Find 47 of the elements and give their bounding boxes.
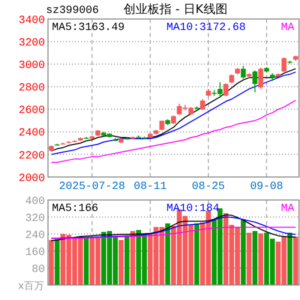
bar [118, 240, 124, 285]
y-tick-label: 2400 [18, 128, 45, 140]
x-tick-label: 08-11 [134, 181, 168, 193]
bar [165, 223, 170, 285]
candlestick [223, 82, 228, 97]
candlestick [258, 67, 264, 90]
y-tick-label: 2600 [18, 105, 45, 118]
y-axis-title: x百万 [18, 281, 44, 292]
candlestick [252, 70, 258, 93]
y-tick-label: 2800 [18, 82, 45, 95]
candlestick [229, 74, 234, 84]
x-tick-label: 09-08 [250, 181, 284, 193]
text: MA5:3163.49 [52, 22, 125, 34]
y-tick-label: 400 [25, 196, 45, 208]
bar [258, 233, 264, 285]
candlestick [200, 98, 206, 110]
chart-subtitle: sz399006 [46, 5, 99, 17]
y-tick-label: 2200 [18, 150, 45, 162]
bar [48, 240, 54, 285]
y-tick-label: 80 [32, 264, 45, 276]
y-tick-label: 2000 [18, 172, 45, 185]
bar [293, 236, 298, 285]
line-series [50, 100, 296, 163]
y-tick-label: 160 [25, 246, 45, 259]
bar [124, 236, 130, 285]
text: MA [281, 22, 295, 34]
chart-title: 创业板指 - 日K线图 [124, 2, 228, 16]
y-tick-label: 240 [25, 230, 45, 242]
y-tick-label: 3400 [18, 14, 45, 27]
y-tick-label: 3200 [18, 37, 45, 50]
series-label: MA10:184 [166, 203, 220, 215]
bar [240, 220, 246, 285]
bar [54, 239, 60, 285]
y-tick-label: 320 [25, 212, 45, 225]
candlestick [282, 56, 286, 73]
bar [252, 231, 258, 285]
x-tick-label: 08-25 [192, 181, 225, 193]
bar [287, 232, 292, 285]
series-label: MA [281, 203, 295, 215]
series-label: MA5:166 [52, 203, 98, 215]
candlestick [240, 65, 246, 80]
bar [246, 232, 252, 285]
text: MA10:3172.68 [166, 22, 246, 34]
bar [130, 231, 136, 285]
line-series [50, 226, 296, 240]
x-tick-label: 2025-07-28 [59, 181, 126, 193]
y-tick-label: 3000 [18, 60, 45, 72]
